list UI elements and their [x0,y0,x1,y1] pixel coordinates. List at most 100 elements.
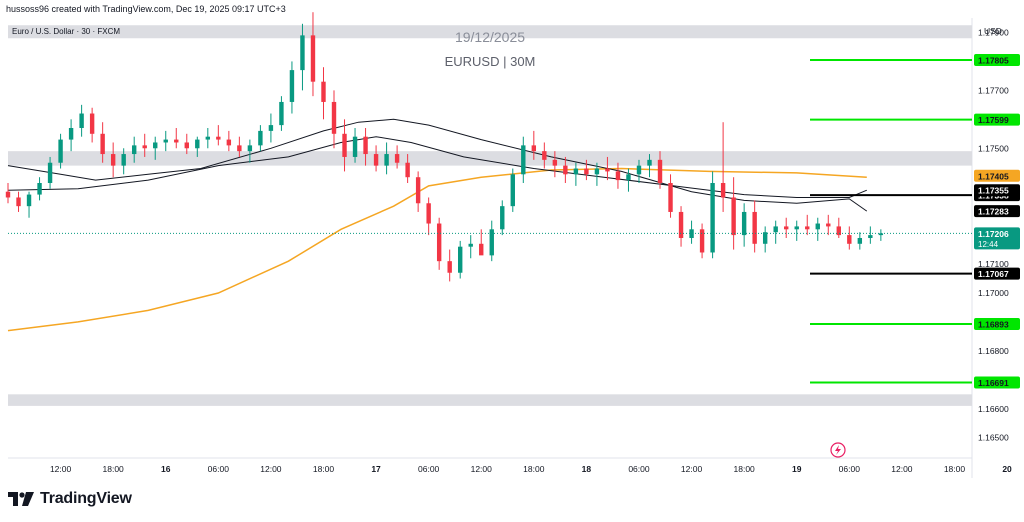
candle-body[interactable] [626,174,631,181]
candle-body[interactable] [321,81,326,102]
candle-body[interactable] [657,159,663,183]
candle-body[interactable] [458,246,463,273]
candle-body[interactable] [794,226,799,230]
candle-body[interactable] [331,101,337,134]
candle-body[interactable] [426,203,431,224]
candle-body[interactable] [89,113,95,134]
candle-body[interactable] [436,223,442,262]
candle-body[interactable] [563,165,568,175]
candle-body[interactable] [741,211,747,236]
candle-body[interactable] [289,70,295,102]
candle-body[interactable] [542,151,547,160]
candle-body[interactable] [847,235,852,244]
candle-body[interactable] [174,139,179,143]
level-price-label-box [974,53,1020,66]
candle-body[interactable] [615,171,621,181]
candle-body[interactable] [300,35,305,71]
level-price-label: 1.17599 [978,115,1009,125]
time-tick-label: 06:00 [418,464,440,474]
candle-body[interactable] [479,243,484,256]
candle-body[interactable] [752,211,757,244]
candle-body[interactable] [699,229,705,253]
level-price-label-box [974,267,1020,280]
candle-body[interactable] [405,162,410,178]
candle-body[interactable] [815,223,820,230]
candle-body[interactable] [163,139,168,143]
candle-body[interactable] [310,35,316,82]
candle-body[interactable] [836,226,841,236]
moving-average-line [7,118,868,212]
candle-body[interactable] [805,226,810,230]
candle-body[interactable] [47,162,53,183]
candle-body[interactable] [878,233,884,236]
candle-body[interactable] [510,174,515,207]
candle-body[interactable] [678,211,684,238]
candle-body[interactable] [121,154,126,166]
candle-body[interactable] [636,165,642,175]
candle-body[interactable] [247,145,253,152]
lightning-icon[interactable] [830,442,846,458]
candle-body[interactable] [857,238,863,244]
candle-body[interactable] [352,136,358,157]
candle-body[interactable] [594,168,600,175]
candle-body[interactable] [447,261,452,273]
candle-body[interactable] [605,168,610,172]
candle-body[interactable] [100,133,105,155]
candle-body[interactable] [205,136,211,140]
candle-body[interactable] [5,191,11,198]
candle-body[interactable] [500,206,505,230]
candle-body[interactable] [573,168,579,175]
time-tick-label: 17 [371,464,381,474]
time-tick-label: 12:00 [681,464,703,474]
tradingview-brand[interactable]: TradingView [8,490,132,508]
candle-body[interactable] [584,168,589,175]
candle-body[interactable] [216,136,221,140]
candle-body[interactable] [26,194,32,207]
price-tick-label: 1.17500 [978,143,1009,153]
candle-body[interactable] [110,154,116,166]
candle-body[interactable] [153,142,158,149]
candle-body[interactable] [731,197,736,236]
candle-body[interactable] [868,235,873,238]
candle-body[interactable] [16,197,21,207]
candle-body[interactable] [489,229,494,256]
candle-body[interactable] [363,136,368,155]
candle-body[interactable] [279,101,284,126]
candle-body[interactable] [226,139,232,146]
candle-body[interactable] [68,128,74,140]
candle-body[interactable] [237,145,242,152]
candle-body[interactable] [720,183,726,198]
candle-body[interactable] [79,113,84,128]
candle-body[interactable] [258,130,263,146]
candle-body[interactable] [668,183,673,212]
candle-body[interactable] [647,159,652,166]
candle-body[interactable] [762,232,768,244]
candle-body[interactable] [195,139,200,149]
time-tick-label: 18:00 [734,464,756,474]
candle-body[interactable] [531,145,537,152]
candle-body[interactable] [384,154,389,166]
candle-body[interactable] [184,142,189,149]
candle-body[interactable] [773,226,778,233]
candle-body[interactable] [521,145,526,175]
candle-body[interactable] [394,154,400,163]
candle-body[interactable] [142,145,147,149]
candle-body[interactable] [131,145,137,155]
candle-body[interactable] [826,223,831,227]
candle-body[interactable] [784,226,789,230]
time-tick-label: 12:00 [891,464,913,474]
candle-body[interactable] [710,183,715,253]
candle-body[interactable] [415,177,421,204]
candle-body[interactable] [58,139,63,163]
candle-body[interactable] [373,154,379,166]
candle-body[interactable] [37,183,42,195]
candle-body[interactable] [342,133,347,157]
candle-body[interactable] [468,243,473,247]
time-tick-label: 18:00 [944,464,966,474]
candle-body[interactable] [268,125,274,131]
candle-body[interactable] [552,159,558,166]
price-tick-label: 1.17700 [978,85,1009,95]
candle-body[interactable] [689,229,694,238]
